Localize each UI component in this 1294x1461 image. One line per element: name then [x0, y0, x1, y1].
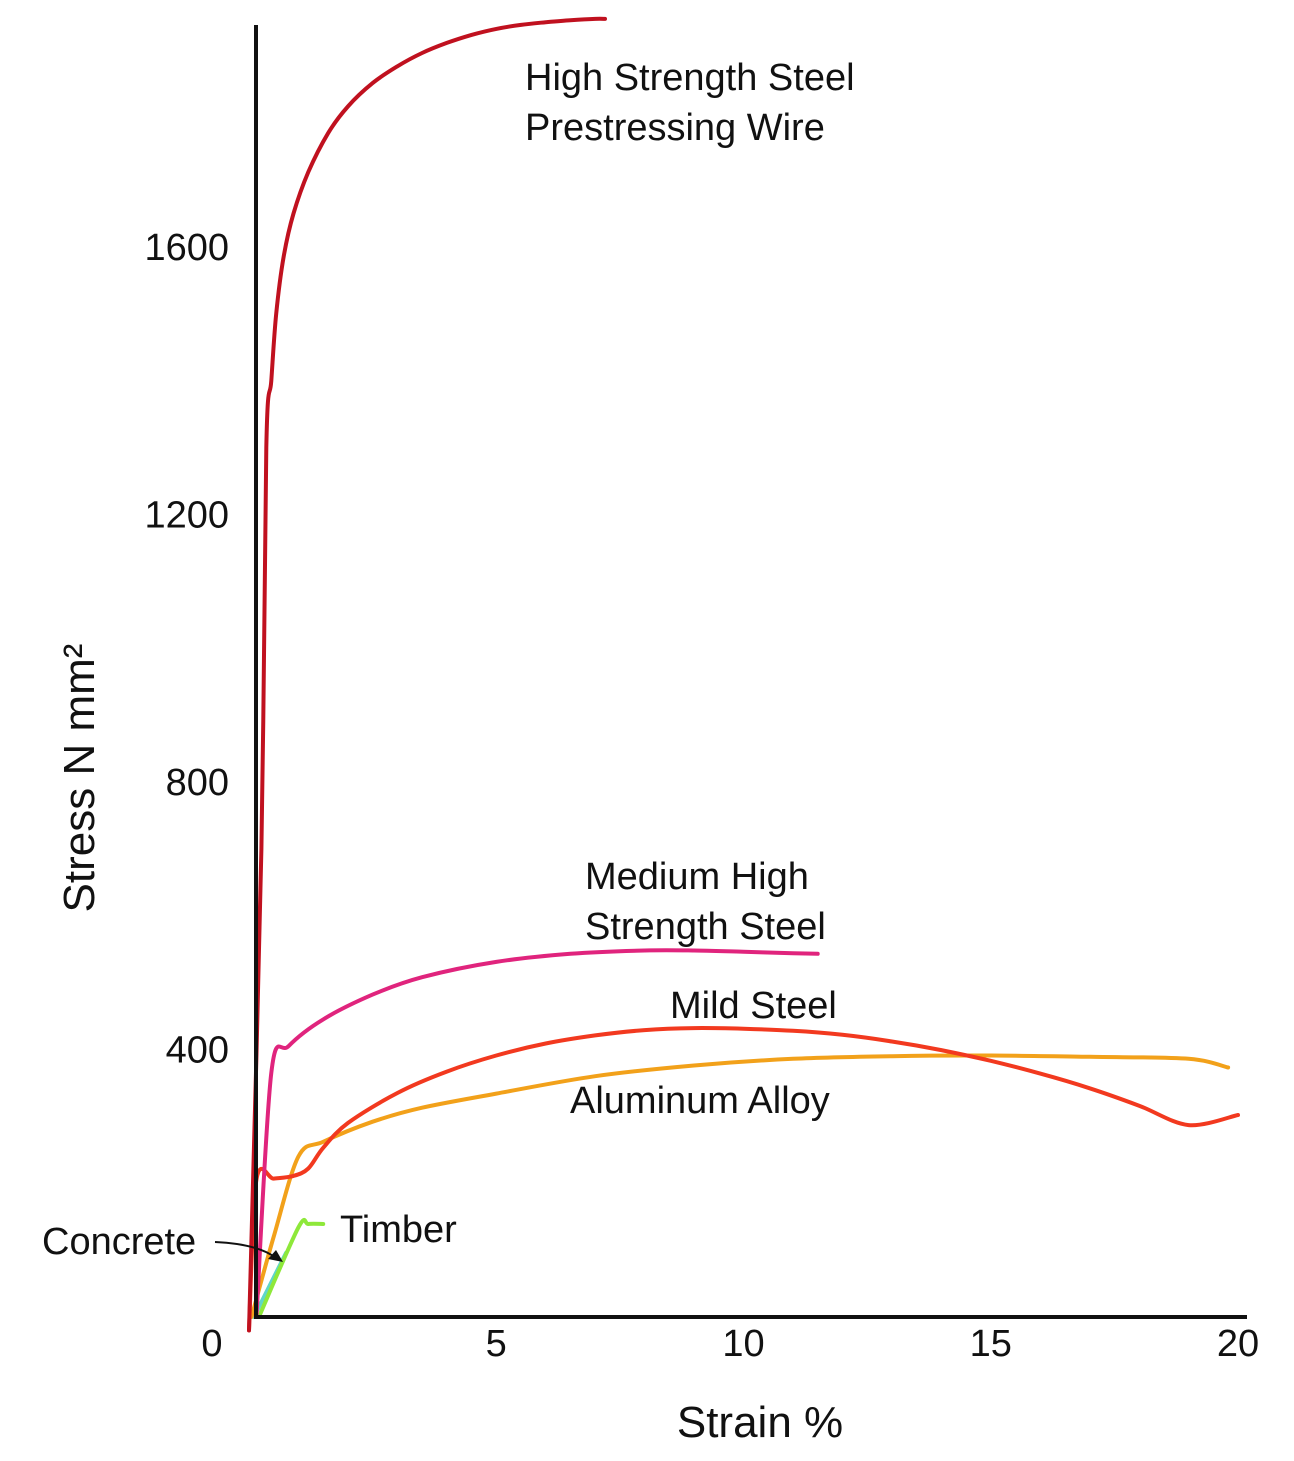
y-tick-label-1600: 1600 [144, 227, 229, 269]
series-label-timber: Timber [340, 1209, 457, 1251]
y-tick-label-800: 800 [166, 762, 229, 804]
concrete-pointer-arrowhead [268, 1250, 283, 1262]
x-tick-label-0: 0 [201, 1323, 222, 1365]
y-tick-label-1200: 1200 [144, 494, 229, 536]
series-label-line: Aluminum Alloy [570, 1080, 830, 1122]
series-label-line: Strength Steel [585, 906, 826, 948]
x-tick-label-5: 5 [486, 1323, 507, 1365]
series-label-aluminum-alloy: Aluminum Alloy [570, 1080, 830, 1122]
series-label-line: Concrete [42, 1221, 196, 1263]
x-tick-label-20: 20 [1217, 1323, 1259, 1365]
series-label-line: Timber [340, 1209, 457, 1251]
series-line-medium-high-strength-steel [254, 948, 820, 1319]
series-label-line: High Strength Steel [525, 57, 855, 99]
series-line-aluminum-alloy [249, 1053, 1231, 1319]
series-label-line: Medium High [585, 856, 809, 898]
x-axis-title: Strain % [677, 1398, 843, 1447]
series-label-medium-high-strength-steel: Medium High Strength Steel [585, 856, 826, 948]
series-layer [247, 16, 1240, 1333]
series-line-high-strength-steel-prestressing-wire [247, 16, 607, 1333]
series-label-mild-steel: Mild Steel [670, 985, 837, 1027]
y-axis-title: Stress N mm² [55, 644, 104, 913]
tick-layer: 0 5 10 15 20 400 800 1200 1600 [144, 227, 1259, 1365]
y-tick-label-400: 400 [166, 1029, 229, 1071]
series-line-timber [256, 1217, 326, 1319]
x-tick-label-10: 10 [722, 1323, 764, 1365]
series-label-line: Mild Steel [670, 985, 837, 1027]
label-layer: High Strength Steel Prestressing Wire Medi… [42, 57, 855, 1263]
series-line-mild-steel [247, 1026, 1240, 1333]
x-tick-label-15: 15 [970, 1323, 1012, 1365]
series-label-high-strength-steel-prestressing-wire: High Strength Steel Prestressing Wire [525, 57, 855, 149]
series-label-line: Prestressing Wire [525, 107, 825, 149]
series-label-concrete: Concrete [42, 1221, 196, 1263]
